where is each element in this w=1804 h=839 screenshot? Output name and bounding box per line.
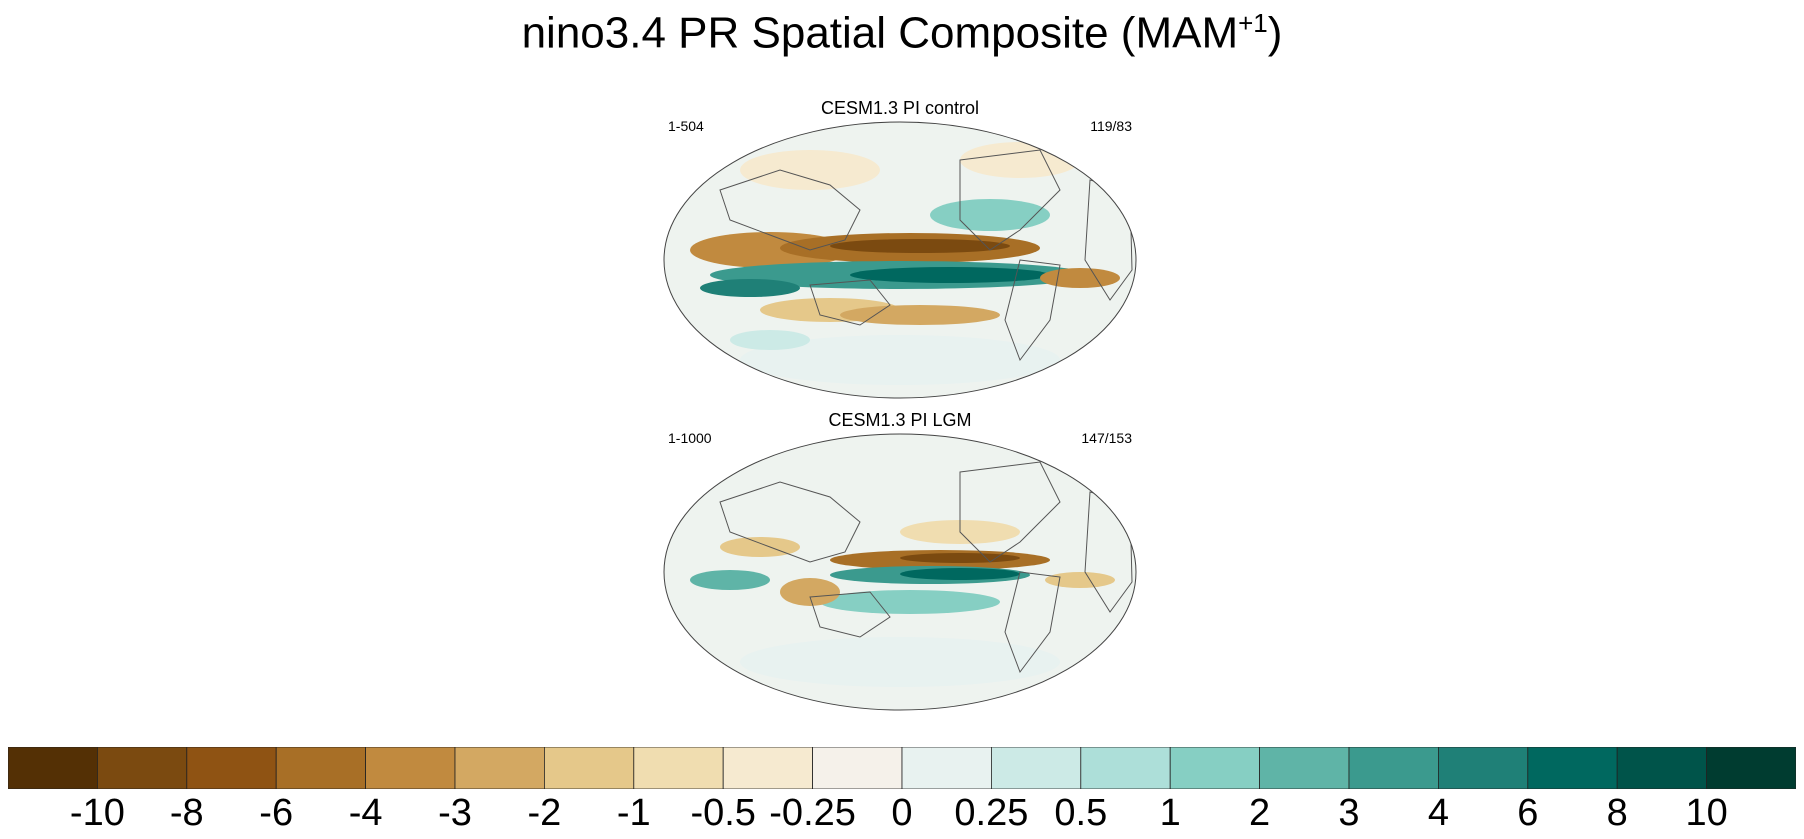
colorbar-tick-label: -2 — [527, 792, 562, 834]
panel-count-label: 147/153 — [1081, 430, 1132, 446]
colorbar-swatch — [1706, 747, 1796, 789]
colorbar-swatch — [1438, 747, 1529, 789]
colorbar-tick-label: 8 — [1606, 792, 1628, 834]
colorbar-tick-label: -0.5 — [690, 792, 756, 834]
colorbar-swatch — [186, 747, 277, 789]
colorbar — [8, 747, 1796, 789]
colorbar-tick-label: -0.25 — [769, 792, 856, 834]
colorbar-tick-label: 3 — [1338, 792, 1360, 834]
panel-title: CESM1.3 PI LGM — [828, 410, 972, 430]
colorbar-swatch — [275, 747, 367, 789]
colorbar-swatch — [8, 747, 98, 789]
colorbar-swatch — [1259, 747, 1350, 789]
colorbar-tick-label: -10 — [69, 792, 125, 834]
colorbar-swatch — [1527, 747, 1618, 789]
colorbar-swatch — [901, 747, 992, 789]
map-panel-lgm: CESM1.3 PI LGM 1-1000 147/153 — [660, 410, 1140, 712]
colorbar-tick-label: 0 — [891, 792, 913, 834]
panel-years-label: 1-504 — [668, 118, 704, 134]
colorbar-tick-label: 6 — [1517, 792, 1539, 834]
colorbar-tick-label: -8 — [169, 792, 204, 834]
colorbar-swatch — [1616, 747, 1707, 789]
colorbar-tick-label: 0.5 — [1054, 792, 1108, 834]
panel-title: CESM1.3 PI control — [820, 98, 980, 118]
colorbar-tick-label: 10 — [1685, 792, 1728, 834]
colorbar-tick-label: 2 — [1249, 792, 1271, 834]
colorbar-tick-label: 1 — [1159, 792, 1181, 834]
colorbar-swatch — [1169, 747, 1260, 789]
colorbar-swatch — [97, 747, 188, 789]
colorbar-swatch — [1080, 747, 1171, 789]
colorbar-tick-label: 4 — [1427, 792, 1449, 834]
colorbar-swatch — [544, 747, 635, 789]
colorbar-swatch — [454, 747, 545, 789]
world-map-control — [663, 121, 1137, 399]
colorbar-tick-label: -4 — [348, 792, 383, 834]
figure-title: nino3.4 PR Spatial Composite (MAM+1) — [0, 8, 1804, 59]
panel-count-label: 119/83 — [1090, 118, 1132, 134]
colorbar-tick-label: 0.25 — [954, 792, 1029, 834]
colorbar-swatch — [812, 747, 903, 789]
colorbar-tick-label: -3 — [438, 792, 472, 834]
colorbar-swatch — [633, 747, 724, 789]
world-map-lgm — [663, 433, 1137, 711]
title-text: nino3.4 PR Spatial Composite (MAM — [521, 8, 1239, 58]
panel-years-label: 1-1000 — [668, 430, 712, 446]
colorbar-tick-label: -6 — [259, 792, 294, 834]
colorbar-tick-label: -1 — [616, 792, 651, 834]
colorbar-labels: -10 -8 -6 -4 -3 -2 -1 -0.5 -0.25 0 0.25 0.5 1 2 3 4 6 8 10 — [8, 792, 1796, 837]
map-panel-control: CESM1.3 PI control 1-504 119/83 — [660, 98, 1140, 400]
colorbar-swatch — [722, 747, 814, 789]
colorbar-swatch — [365, 747, 456, 789]
title-superscript: +1 — [1238, 8, 1268, 38]
colorbar-swatch — [1348, 747, 1439, 789]
colorbar-swatch — [991, 747, 1082, 789]
title-close: ) — [1267, 8, 1283, 58]
